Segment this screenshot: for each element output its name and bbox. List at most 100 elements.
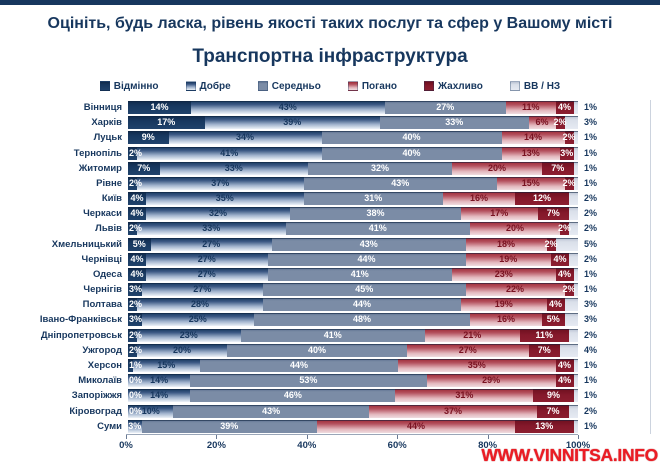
bar-row: Івано-Франківськ 3% 25% 48% 16% 5% 3% (0, 312, 660, 327)
segment-value-label: 27% (193, 284, 212, 295)
segment-average: 32% (308, 161, 452, 175)
segment-value-label: 46% (283, 390, 302, 401)
segment-value-label: 44% (357, 253, 376, 264)
category-label: Одеса (92, 268, 122, 280)
bar-row: Вінниця 14% 43% 27% 11% 4% 1% (0, 100, 660, 115)
segment-no_answer: 1% (573, 283, 597, 297)
segment-no_answer: 2% (569, 252, 597, 266)
segment-value-label: 3% (129, 284, 143, 295)
segment-value-label: 19% (499, 253, 518, 264)
segment-value-label: 43% (359, 238, 378, 249)
segment-no_answer: 3% (564, 298, 597, 312)
segment-value-label: 33% (202, 223, 221, 234)
stacked-bar: 1% 15% 44% 35% 4% 1% (128, 359, 597, 372)
segment-no_answer: 1% (573, 419, 597, 433)
segment-average: 27% (384, 101, 506, 115)
segment-average: 40% (321, 131, 502, 145)
legend-swatch-average (257, 81, 268, 91)
legend-swatch-excellent (99, 81, 110, 91)
segment-value-label: 3% (129, 314, 143, 325)
segment-value-label: 2% (129, 329, 143, 340)
segment-value-label: 1% (584, 420, 598, 431)
segment-excellent: 2% (128, 328, 142, 342)
segment-value-label: 18% (496, 238, 515, 249)
segment-excellent: 4% (128, 252, 146, 266)
category-label: Тернопіль (73, 147, 122, 159)
segment-value-label: 1% (584, 132, 598, 143)
segment-bad: 18% (465, 237, 547, 251)
segment-terrible: 5% (542, 313, 565, 327)
segment-value-label: 22% (505, 284, 524, 295)
segment-bad: 21% (425, 328, 520, 342)
segment-value-label: 31% (364, 193, 383, 204)
segment-value-label: 0% (129, 405, 143, 416)
segment-value-label: 4% (548, 299, 562, 310)
category-label: Харків (91, 117, 122, 129)
segment-good: 10% (128, 404, 174, 418)
axis-tick-label: 60% (387, 439, 407, 451)
segment-value-label: 4% (130, 193, 144, 204)
segment-value-label: 2% (558, 223, 572, 234)
segment-no_answer: 1% (573, 359, 597, 372)
segment-value-label: 35% (467, 360, 486, 370)
bar-row: Полтава 2% 28% 44% 19% 4% 3% (0, 297, 660, 312)
legend-label: ВВ / НЗ (523, 80, 561, 92)
segment-value-label: 28% (190, 299, 209, 310)
category-label: Ужгород (82, 344, 122, 356)
segment-average: 43% (173, 404, 369, 418)
segment-value-label: 32% (370, 162, 389, 173)
segment-terrible: 4% (555, 267, 574, 281)
segment-value-label: 27% (458, 344, 477, 355)
category-label: Полтава (82, 299, 122, 311)
segment-no_answer: 4% (560, 343, 597, 357)
segment-average: 40% (227, 343, 407, 357)
segment-value-label: 4% (557, 360, 571, 370)
segment-bad: 6% (528, 116, 556, 130)
bar-row: Дніпропетровськ 2% 23% 41% 21% 11% 2% (0, 328, 660, 343)
segment-value-label: 4% (558, 375, 572, 386)
segment-value-label: 0% (129, 375, 143, 386)
segment-terrible: 4% (555, 359, 574, 372)
segment-terrible: 7% (537, 404, 569, 418)
segment-value-label: 43% (262, 405, 281, 416)
stacked-bar: 3% 27% 45% 22% 2% 1% (128, 283, 597, 297)
bar-row: Ужгород 2% 20% 40% 27% 7% 4% (0, 343, 660, 358)
segment-value-label: 2% (129, 177, 143, 188)
segment-value-label: 20% (172, 344, 191, 355)
segment-good: 41% (137, 146, 322, 160)
stacked-bar: 4% 35% 31% 16% 12% 2% (128, 192, 597, 206)
segment-bad: 13% (501, 146, 560, 160)
segment-bad: 14% (501, 131, 565, 145)
segment-excellent: 4% (128, 207, 146, 221)
bar-row: Кіровоград 0% 10% 43% 37% 7% 2% (0, 403, 660, 418)
segment-value-label: 33% (224, 162, 243, 173)
legend-label: Жахливо (438, 80, 483, 92)
segment-no_answer: 3% (564, 313, 597, 327)
segment-value-label: 4% (584, 344, 598, 355)
legend-label: Добре (199, 80, 231, 92)
segment-bad: 20% (470, 222, 560, 236)
segment-bad: 19% (461, 298, 547, 312)
segment-terrible: 3% (560, 146, 574, 160)
segment-terrible: 2% (563, 283, 576, 297)
segment-value-label: 40% (402, 147, 421, 158)
segment-value-label: 4% (130, 268, 144, 279)
segment-terrible: 7% (528, 343, 560, 357)
segment-no_answer: 2% (569, 222, 597, 236)
segment-no_answer: 2% (568, 404, 597, 418)
chart-subtitle: Транспортна інфраструктура (192, 46, 468, 67)
segment-terrible: 12% (515, 192, 569, 206)
segment-excellent: 4% (128, 192, 146, 206)
segment-value-label: 9% (141, 132, 155, 143)
segment-average: 45% (263, 283, 466, 297)
legend-item-terrible: Жахливо (424, 81, 483, 92)
segment-value-label: 41% (368, 223, 387, 234)
segment-bad: 22% (465, 283, 565, 297)
segment-value-label: 41% (350, 268, 369, 279)
bar-row: Рівне 2% 37% 43% 15% 2% 1% (0, 176, 660, 191)
segment-value-label: 31% (455, 390, 474, 401)
segment-terrible: 9% (533, 389, 574, 403)
segment-average: 43% (303, 176, 497, 190)
segment-terrible: 7% (542, 161, 574, 175)
category-label: Київ (101, 193, 122, 205)
